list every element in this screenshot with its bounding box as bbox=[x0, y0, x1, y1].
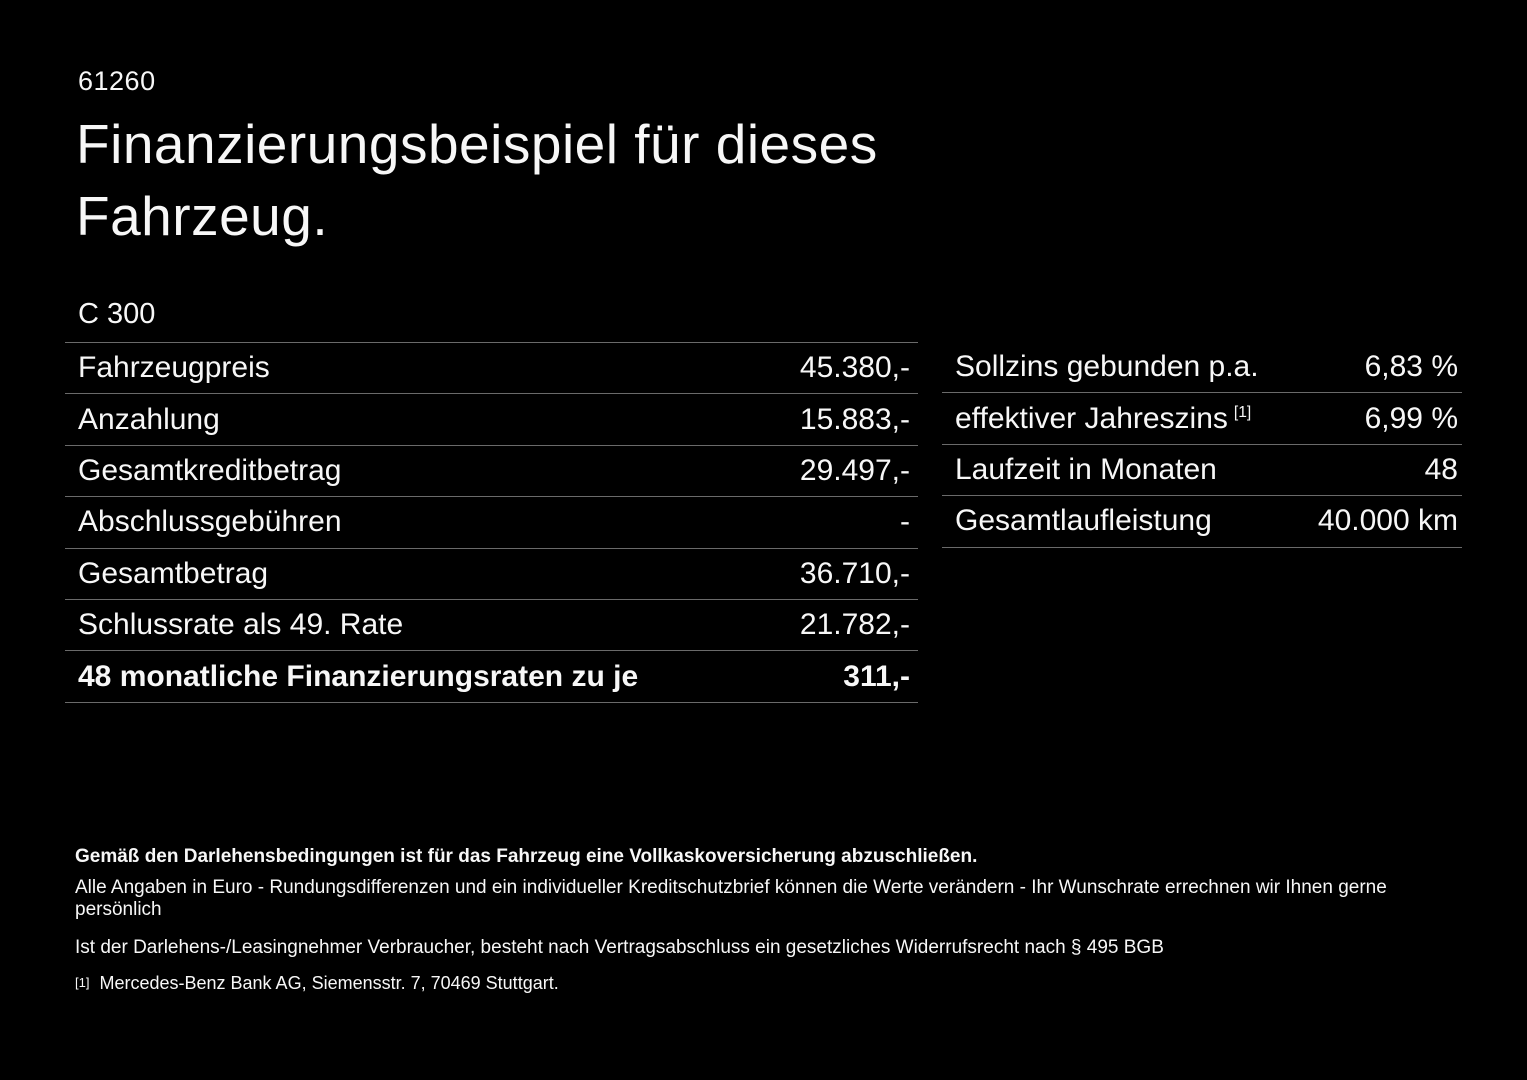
finance-row-value: 45.380,- bbox=[799, 351, 910, 385]
finance-row-label: Anzahlung bbox=[78, 402, 220, 436]
finance-row-value: - bbox=[900, 505, 910, 539]
footnote-text: Mercedes-Benz Bank AG, Siemensstr. 7, 70… bbox=[99, 973, 559, 993]
condition-row-label: Gesamtlaufleistung bbox=[955, 504, 1212, 538]
footer-disclaimers: Gemäß den Darlehensbedingungen ist für d… bbox=[75, 846, 1457, 994]
finance-row-value: 15.883,- bbox=[799, 402, 910, 436]
condition-row-label: Sollzins gebunden p.a. bbox=[955, 350, 1259, 384]
withdrawal-note: Ist der Darlehens-/Leasingnehmer Verbrau… bbox=[75, 937, 1164, 958]
insurance-note: Gemäß den Darlehensbedingungen ist für d… bbox=[75, 846, 978, 867]
table-row-monthly-rate: 48 monatliche Finanzierungsraten zu je 3… bbox=[65, 651, 918, 703]
table-row: Sollzins gebunden p.a. 6,83 % bbox=[942, 342, 1462, 394]
vehicle-model: C 300 bbox=[78, 298, 156, 330]
finance-row-label: Gesamtkreditbetrag bbox=[78, 453, 342, 487]
finance-table: Fahrzeugpreis 45.380,- Anzahlung 15.883,… bbox=[65, 342, 918, 703]
table-row: Gesamtlaufleistung 40.000 km bbox=[942, 496, 1462, 548]
condition-row-label: Laufzeit in Monaten bbox=[955, 452, 1217, 486]
table-row: Anzahlung 15.883,- bbox=[65, 394, 918, 446]
condition-row-value: 48 bbox=[1424, 452, 1458, 486]
finance-row-value: 36.710,- bbox=[799, 556, 910, 590]
page-title: Finanzierungsbeispiel für dieses Fahrzeu… bbox=[76, 113, 878, 247]
finance-row-value: 311,- bbox=[843, 659, 910, 693]
condition-row-label: effektiver Jahreszins [1] bbox=[942, 402, 1251, 436]
document-id: 61260 bbox=[78, 66, 156, 96]
rounding-note: Alle Angaben in Euro - Rundungsdifferenz… bbox=[75, 877, 1387, 920]
finance-row-value: 29.497,- bbox=[799, 453, 910, 487]
finance-row-label: Schlussrate als 49. Rate bbox=[78, 608, 404, 642]
table-row: Fahrzeugpreis 45.380,- bbox=[65, 343, 918, 395]
table-row: effektiver Jahreszins [1] 6,99 % bbox=[942, 393, 1462, 445]
condition-row-value: 6,99 % bbox=[1364, 401, 1458, 435]
condition-row-value: 40.000 km bbox=[1317, 504, 1458, 538]
finance-row-label: Fahrzeugpreis bbox=[78, 351, 270, 385]
condition-row-label-text: effektiver Jahreszins bbox=[955, 401, 1228, 435]
finance-row-label: 48 monatliche Finanzierungsraten zu je bbox=[78, 659, 639, 693]
bank-footnote: [1] Mercedes-Benz Bank AG, Siemensstr. 7,… bbox=[75, 972, 1457, 994]
table-row: Gesamtkreditbetrag 29.497,- bbox=[65, 446, 918, 498]
finance-row-value: 21.782,- bbox=[799, 608, 910, 642]
table-row: Abschlussgebühren - bbox=[65, 497, 918, 549]
tables-region: Fahrzeugpreis 45.380,- Anzahlung 15.883,… bbox=[65, 342, 1462, 703]
table-row: Laufzeit in Monaten 48 bbox=[942, 445, 1462, 497]
footnote-marker: [1] bbox=[75, 975, 90, 990]
table-row: Schlussrate als 49. Rate 21.782,- bbox=[65, 600, 918, 652]
conditions-table: Sollzins gebunden p.a. 6,83 % effektiver… bbox=[942, 342, 1462, 548]
table-row: Gesamtbetrag 36.710,- bbox=[65, 549, 918, 600]
condition-row-value: 6,83 % bbox=[1364, 350, 1458, 384]
footnote-reference: [1] bbox=[1233, 403, 1252, 421]
finance-row-label: Gesamtbetrag bbox=[78, 556, 269, 590]
finance-row-label: Abschlussgebühren bbox=[78, 505, 342, 539]
